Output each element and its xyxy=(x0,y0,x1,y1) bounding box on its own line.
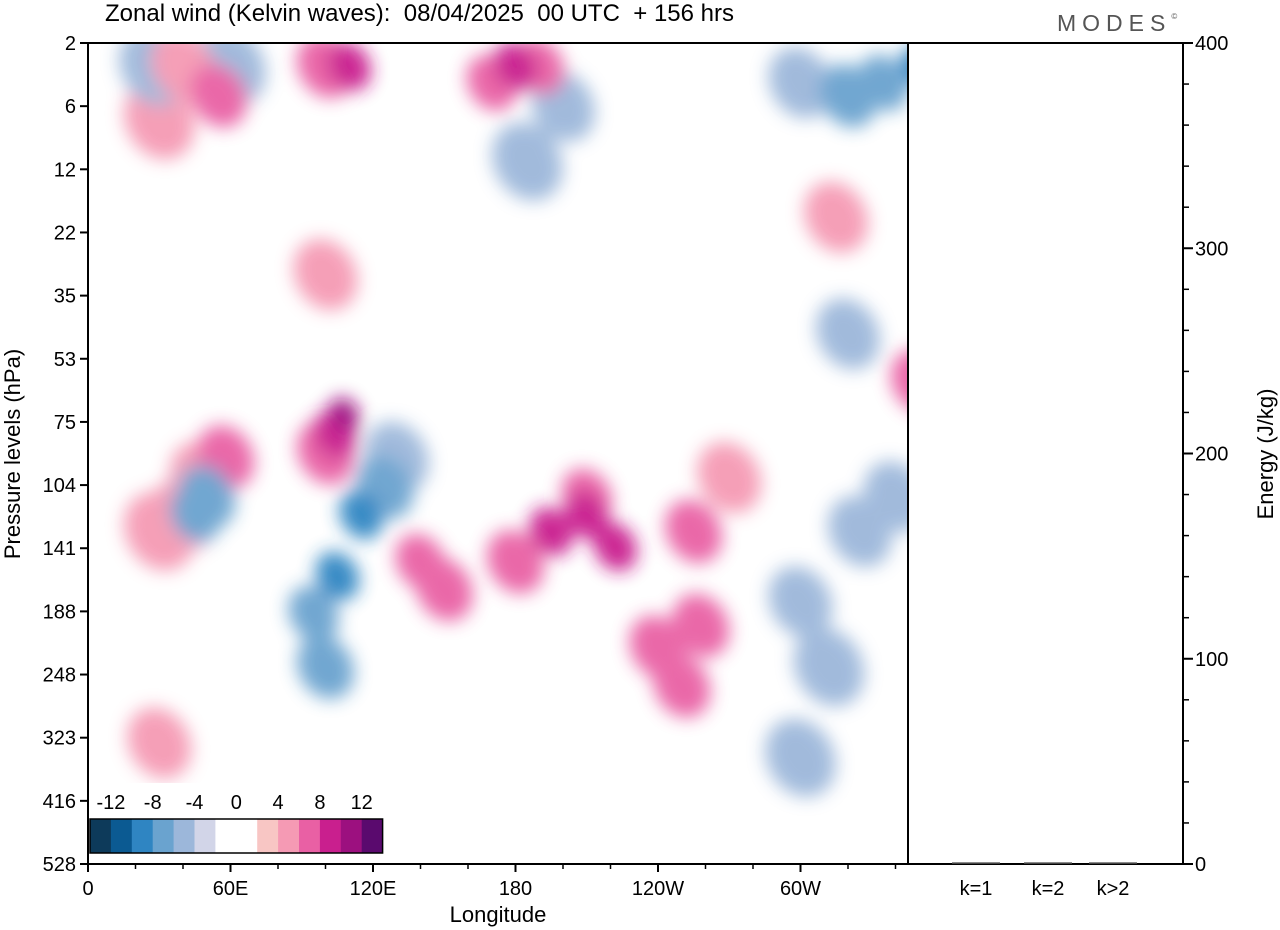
legend-swatch xyxy=(194,819,216,853)
x-tick-label: 180 xyxy=(499,878,532,900)
legend-swatch xyxy=(215,819,237,853)
brand-mark: © xyxy=(1171,12,1178,21)
y-tick-label: 53 xyxy=(54,349,76,371)
positive-wind-region xyxy=(486,530,545,594)
negative-wind-region xyxy=(288,585,339,642)
energy-category-label: k>2 xyxy=(1097,878,1130,900)
negative-wind-region xyxy=(768,566,833,638)
negative-wind-region xyxy=(816,298,880,370)
legend-swatch xyxy=(257,819,279,853)
positive-wind-region xyxy=(665,499,723,564)
y-tick-label: 6 xyxy=(65,96,76,118)
y-tick-label: 248 xyxy=(43,665,76,687)
y-tick-label: 12 xyxy=(54,159,76,181)
y-tick-label: 22 xyxy=(54,222,76,244)
positive-wind-region xyxy=(127,707,192,779)
legend-label: 4 xyxy=(273,792,284,814)
x-tick-label: 120W xyxy=(632,878,684,900)
energy-bar xyxy=(1024,862,1072,864)
positive-wind-region xyxy=(593,522,638,572)
x-tick-label: 120E xyxy=(350,878,397,900)
legend-swatch xyxy=(152,819,174,853)
energy-tick-label: 400 xyxy=(1195,33,1228,55)
x-tick-label: 60W xyxy=(780,878,821,900)
legend-label: -12 xyxy=(96,792,125,814)
positive-wind-region xyxy=(190,63,248,128)
legend-label: 12 xyxy=(351,792,373,814)
negative-wind-region xyxy=(863,461,908,533)
positive-wind-region xyxy=(697,442,762,513)
negative-wind-region xyxy=(296,635,355,699)
y-tick-label: 528 xyxy=(43,854,76,876)
negative-wind-region xyxy=(768,47,833,119)
energy-tick-label: 200 xyxy=(1195,444,1228,466)
legend-label: -8 xyxy=(144,792,162,814)
legend-swatch-border xyxy=(89,818,384,854)
legend-swatch xyxy=(90,819,112,853)
energy-bar-chart: k=1 k=2 k>2 xyxy=(952,862,1137,900)
energy-tick-label: 0 xyxy=(1195,854,1206,876)
y-tick-label: 416 xyxy=(43,791,76,813)
energy-category-label: k=1 xyxy=(960,878,993,900)
heatmap-blobs xyxy=(119,43,992,797)
y-tick-label: 75 xyxy=(54,412,76,434)
y-tick-label: 35 xyxy=(54,286,76,308)
y-tick-label: 2 xyxy=(65,33,76,55)
energy-frame xyxy=(907,42,1184,865)
positive-wind-region xyxy=(124,81,195,160)
negative-wind-region xyxy=(339,490,383,540)
brand-logo: MODES© xyxy=(1057,10,1177,37)
legend-swatch xyxy=(340,819,363,853)
positive-wind-region xyxy=(890,349,908,414)
y-axis-title: Pressure levels (hPa) xyxy=(0,349,25,559)
heatmap-field xyxy=(119,43,992,797)
positive-wind-region xyxy=(327,43,372,91)
energy-bar xyxy=(1089,862,1137,864)
legend-label: 8 xyxy=(314,792,325,814)
color-legend: -12 -8 -4 0 4 8 12 xyxy=(88,783,384,855)
energy-axis-title: Energy (J/kg) xyxy=(1253,389,1278,520)
x-tick-label: 60E xyxy=(213,878,249,900)
legend-swatch xyxy=(173,819,195,853)
y-tick-label: 188 xyxy=(43,601,76,623)
legend-swatch xyxy=(278,819,300,853)
legend-swatch xyxy=(110,819,133,853)
positive-wind-region xyxy=(395,533,446,590)
legend-label: -4 xyxy=(186,792,204,814)
negative-wind-region xyxy=(793,628,865,707)
positive-wind-region xyxy=(672,593,730,658)
positive-wind-region xyxy=(493,43,538,91)
positive-wind-region xyxy=(329,397,360,432)
negative-wind-region xyxy=(858,54,908,111)
energy-tick-label: 100 xyxy=(1195,649,1228,671)
legend-swatch xyxy=(299,819,321,853)
page-title: Zonal wind (Kelvin waves): 08/04/2025 00… xyxy=(105,0,734,27)
positive-wind-region xyxy=(293,239,358,310)
energy-tick-label: 300 xyxy=(1195,238,1228,260)
legend-swatch xyxy=(236,819,258,853)
legend-swatch xyxy=(319,819,342,853)
positive-wind-region xyxy=(564,490,609,540)
negative-wind-region xyxy=(315,551,360,601)
legend-swatch xyxy=(361,819,383,853)
legend-swatch xyxy=(131,819,154,853)
energy-bar xyxy=(952,862,1000,864)
legend-label: 0 xyxy=(231,792,242,814)
brand-name: MODES xyxy=(1057,10,1172,36)
x-tick-label: 0 xyxy=(82,878,93,900)
energy-category-label: k=2 xyxy=(1032,878,1065,900)
y-tick-label: 323 xyxy=(43,728,76,750)
positive-wind-region xyxy=(804,181,868,253)
negative-wind-region xyxy=(765,718,836,797)
y-tick-label: 104 xyxy=(43,475,76,497)
x-axis-title: Longitude xyxy=(450,902,547,927)
positive-wind-region xyxy=(529,506,573,556)
y-tick-label: 141 xyxy=(43,538,76,560)
positive-wind-region xyxy=(653,654,711,718)
negative-wind-region xyxy=(492,122,563,201)
positive-wind-region xyxy=(903,328,992,422)
negative-wind-region xyxy=(169,486,221,543)
